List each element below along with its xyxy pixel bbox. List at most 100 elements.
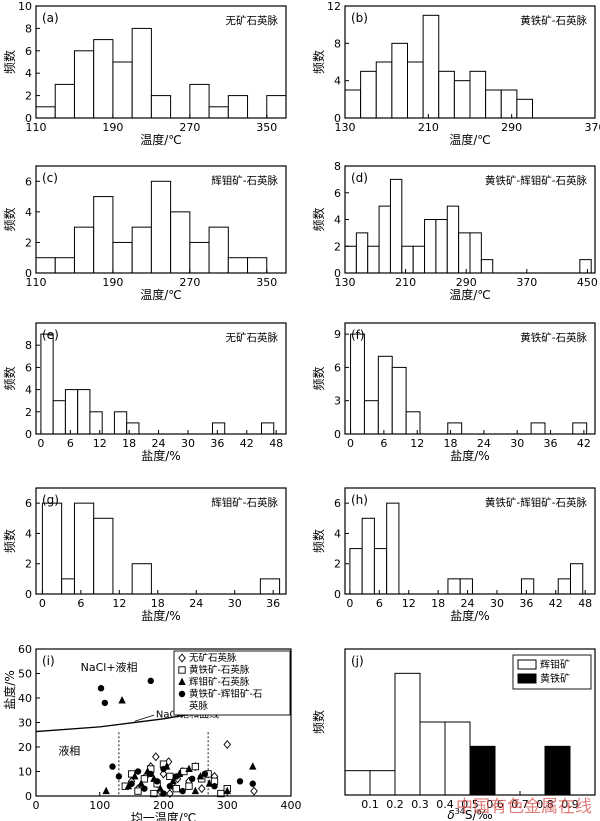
histogram-bar xyxy=(572,422,588,435)
data-point xyxy=(172,785,180,793)
data-point xyxy=(185,782,193,790)
panel-letter: (e) xyxy=(42,328,59,342)
x-tick-label: 24 xyxy=(477,437,491,450)
histogram-bar xyxy=(377,355,393,435)
legend-label: 英脉 xyxy=(189,700,209,712)
data-point xyxy=(147,770,154,778)
histogram-bar xyxy=(54,83,75,119)
legend-label: 辉钼矿-石英脉 xyxy=(189,676,250,688)
x-tick-label: 42 xyxy=(577,437,591,450)
data-point xyxy=(134,768,142,775)
data-point xyxy=(128,780,135,787)
data-point xyxy=(150,789,158,798)
histogram-bar xyxy=(73,226,95,274)
data-point xyxy=(147,677,154,685)
x-tick-label: 130 xyxy=(335,276,356,289)
data-point xyxy=(131,772,139,780)
data-point xyxy=(249,762,257,770)
x-tick-label: 0 xyxy=(37,437,44,450)
x-axis-label: 温度/℃ xyxy=(140,287,182,302)
y-tick-label: 6 xyxy=(25,497,32,510)
plot-frame xyxy=(35,322,287,435)
x-tick-label: 30 xyxy=(510,437,524,450)
histogram-bar xyxy=(211,422,226,435)
y-tick-label: 12 xyxy=(327,0,341,13)
x-tick-label: 370 xyxy=(585,121,600,134)
histogram-bar xyxy=(150,95,172,119)
x-tick-label: 18 xyxy=(122,437,136,450)
y-tick-label: 4 xyxy=(334,527,341,540)
legend-box xyxy=(173,650,291,716)
histogram-bar xyxy=(459,578,473,595)
y-axis-label: 频数 xyxy=(311,50,326,74)
x-axis-label: 温度/℃ xyxy=(140,132,182,147)
legend-label: 辉钼矿 xyxy=(540,658,570,671)
y-axis-label: 盐度/% xyxy=(2,670,17,709)
x-tick-label: 24 xyxy=(461,597,475,610)
histogram-bar xyxy=(394,672,421,796)
x-tick-label: 110 xyxy=(26,276,47,289)
plot-frame xyxy=(344,487,596,595)
histogram-bar xyxy=(405,411,421,435)
x-axis-label: 盐度/% xyxy=(450,608,489,623)
panel-title: 辉钼矿-石英脉 xyxy=(211,496,278,509)
data-point xyxy=(152,752,160,762)
data-point xyxy=(249,780,256,787)
x-tick-label: 270 xyxy=(179,121,200,134)
y-axis-label: 频数 xyxy=(2,50,17,74)
x-tick-label: 200 xyxy=(153,799,174,812)
histogram-bar xyxy=(407,61,424,119)
x-tick-label: 12 xyxy=(112,597,126,610)
histogram-bar xyxy=(350,333,365,435)
x-axis-label: 盐度/% xyxy=(141,448,180,463)
y-tick-label: 0 xyxy=(334,428,341,441)
panel-title: 黄铁矿-石英脉 xyxy=(520,14,587,27)
y-tick-label: 0 xyxy=(334,112,341,125)
panel-letter: (d) xyxy=(351,171,368,185)
x-tick-label: 12 xyxy=(93,437,107,450)
histogram-bar xyxy=(112,61,133,119)
x-tick-label: 110 xyxy=(26,121,47,134)
histogram-bar xyxy=(35,106,56,119)
panel-title: 黄铁矿-石英脉 xyxy=(520,331,587,344)
x-tick-label: 0.1 xyxy=(361,798,379,811)
histogram-bar xyxy=(113,411,128,435)
x-tick-label: 0.6 xyxy=(486,798,504,811)
histogram-bar xyxy=(227,257,249,274)
histogram-bar xyxy=(500,89,518,119)
histogram-bar xyxy=(260,422,275,435)
panel-title: 辉钼矿-石英脉 xyxy=(211,174,278,187)
histogram-bar xyxy=(344,89,362,119)
panel-i: NaCl+液相液相NaCl饱和曲线无矿石英脉黄铁矿-石英脉辉钼矿-石英脉黄铁矿-… xyxy=(2,643,302,821)
x-axis-label: 均一温度/℃ xyxy=(131,810,197,821)
y-tick-label: 50 xyxy=(18,668,32,681)
y-axis-label: 频数 xyxy=(2,366,17,390)
histogram-bar xyxy=(424,219,437,274)
histogram-bar xyxy=(469,232,482,274)
x-tick-label: 210 xyxy=(418,121,439,134)
x-tick-label: 190 xyxy=(102,121,123,134)
data-point xyxy=(115,773,123,780)
x-tick-label: 0.4 xyxy=(436,798,454,811)
data-point xyxy=(156,784,164,792)
histogram-bar xyxy=(93,196,114,274)
histogram-bar xyxy=(453,80,471,119)
histogram-bar xyxy=(458,232,471,274)
y-axis-label: 频数 xyxy=(311,207,326,231)
field-label-liquid: 液相 xyxy=(58,743,80,757)
panel-letter: (f) xyxy=(351,328,365,342)
x-tick-label: 24 xyxy=(152,437,166,450)
x-axis-label: 盐度/% xyxy=(450,448,489,463)
x-tick-label: 36 xyxy=(266,597,280,610)
histogram-bar xyxy=(355,232,369,274)
curve-pointer xyxy=(134,714,155,722)
data-point xyxy=(159,769,168,779)
x-tick-label: 190 xyxy=(102,276,123,289)
y-tick-label: 9 xyxy=(334,328,341,341)
plot-frame xyxy=(344,322,596,435)
y-tick-label: 8 xyxy=(334,37,341,50)
histogram-bar xyxy=(401,245,414,274)
panel-letter: (j) xyxy=(351,654,364,668)
